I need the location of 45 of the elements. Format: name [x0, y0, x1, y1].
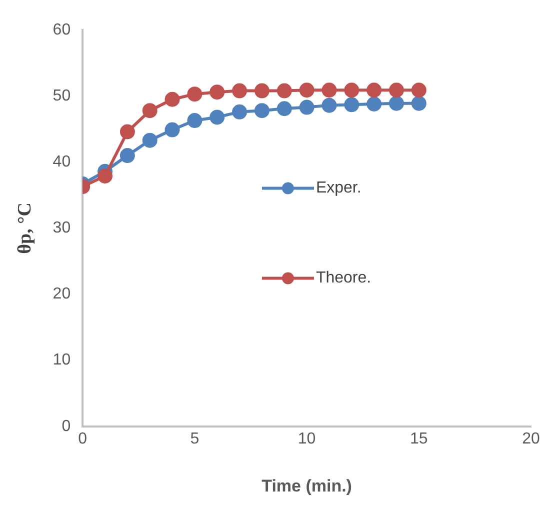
point — [164, 122, 180, 138]
point — [210, 84, 225, 100]
point — [344, 82, 360, 98]
point — [232, 83, 248, 98]
y-axis-title: θp, °C — [14, 202, 36, 254]
point — [411, 96, 426, 111]
point — [164, 92, 180, 107]
point — [98, 168, 113, 184]
x-axis-title: Time (min.) — [262, 476, 352, 496]
point — [299, 100, 314, 115]
point — [187, 113, 202, 128]
y-tick-label: 20 — [52, 286, 71, 303]
legend-label: Exper. — [316, 180, 362, 197]
point — [142, 103, 158, 118]
point — [232, 104, 248, 120]
point — [254, 83, 270, 98]
point — [299, 82, 314, 98]
x-tick-label: 5 — [190, 430, 200, 448]
point — [276, 83, 292, 98]
point — [366, 96, 382, 112]
y-tick-label: 0 — [62, 418, 71, 435]
point — [322, 98, 337, 113]
point — [276, 101, 292, 116]
point — [120, 148, 135, 164]
x-tick-label: 0 — [78, 430, 88, 448]
point — [120, 124, 135, 140]
y-tick-label: 10 — [52, 352, 71, 369]
y-tick-label: 30 — [52, 220, 71, 237]
x-tick-label: 15 — [410, 430, 428, 448]
x-tick-label: 20 — [522, 430, 540, 448]
point — [388, 82, 404, 98]
y-tick-label: 40 — [52, 154, 71, 171]
point — [344, 97, 360, 112]
point — [142, 132, 158, 148]
point — [254, 103, 270, 118]
y-tick-label: 50 — [52, 87, 71, 104]
point — [187, 86, 202, 102]
x-tick-label: 10 — [298, 430, 316, 448]
point — [322, 82, 337, 98]
point — [411, 82, 426, 98]
point — [210, 110, 225, 125]
y-tick-label: 60 — [52, 21, 71, 38]
point — [388, 96, 404, 111]
point — [366, 82, 382, 98]
legend-label: Theore. — [316, 270, 372, 287]
